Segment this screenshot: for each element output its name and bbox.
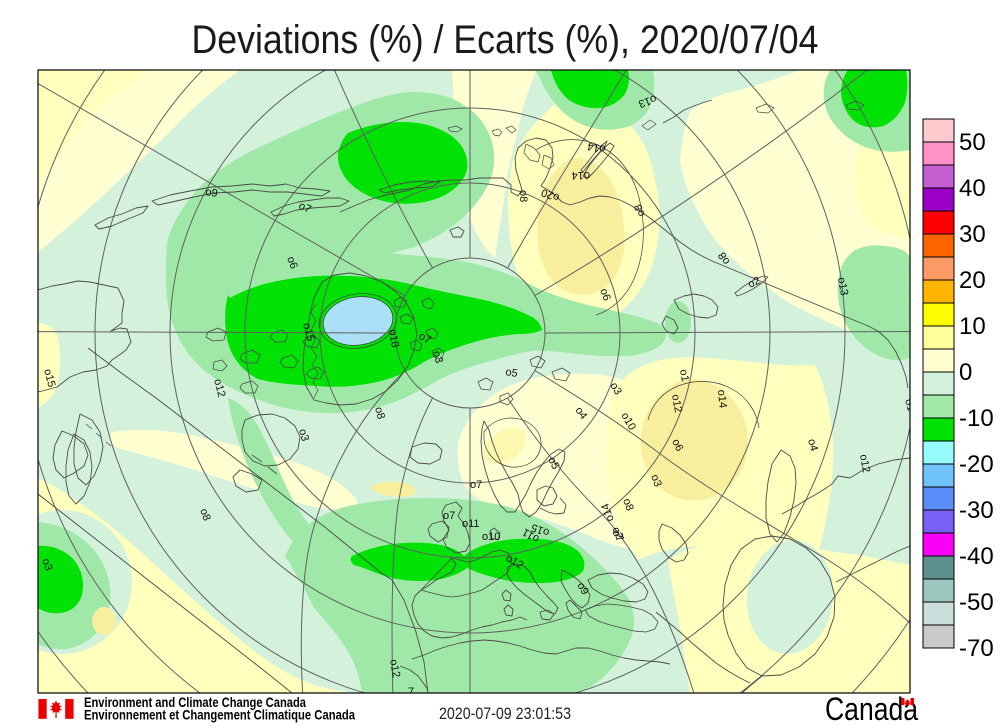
svg-text:o15: o15 (300, 322, 316, 343)
svg-text:o7: o7 (417, 330, 434, 347)
svg-text:o8: o8 (372, 406, 387, 421)
svg-text:o18: o18 (386, 328, 401, 348)
svg-text:0: 0 (959, 359, 972, 386)
svg-text:o8: o8 (197, 507, 212, 523)
svg-text:o2: o2 (609, 525, 625, 541)
svg-text:2020-07-09 23:01:53: 2020-07-09 23:01:53 (439, 704, 571, 723)
svg-text:o9: o9 (204, 186, 218, 200)
svg-text:o6: o6 (669, 437, 685, 453)
svg-text:o12: o12 (211, 378, 227, 399)
svg-text:Environnement et Changement Cl: Environnement et Changement Climatique C… (84, 708, 355, 723)
svg-text:o20: o20 (540, 186, 561, 204)
svg-text:Canada: Canada (825, 691, 918, 726)
svg-text:o3: o3 (648, 473, 663, 489)
svg-text:o7: o7 (609, 528, 626, 545)
svg-text:o8: o8 (620, 497, 635, 513)
svg-text:o13: o13 (637, 92, 658, 110)
svg-text:20: 20 (959, 267, 986, 294)
svg-text:50: 50 (959, 129, 986, 156)
svg-text:o6: o6 (597, 287, 612, 303)
svg-text:-70: -70 (959, 635, 994, 662)
svg-text:o3: o3 (296, 428, 311, 443)
svg-text:10: 10 (959, 313, 986, 340)
svg-text:o11: o11 (462, 518, 480, 530)
svg-text:o10: o10 (482, 531, 500, 543)
svg-text:o15: o15 (530, 521, 551, 539)
svg-text:o14: o14 (715, 389, 729, 408)
svg-text:o14: o14 (586, 140, 606, 155)
svg-text:o14: o14 (572, 169, 590, 181)
svg-text:Environment and Climate Change: Environment and Climate Change Canada (84, 695, 306, 710)
svg-text:o7: o7 (470, 479, 482, 491)
svg-text:Deviations (%) / Ecarts (%), 2: Deviations (%) / Ecarts (%), 2020/07/04 (192, 18, 819, 62)
svg-text:o8: o8 (632, 202, 647, 218)
svg-text:o12: o12 (387, 658, 402, 678)
svg-text:o4: o4 (805, 438, 820, 453)
svg-text:o12: o12 (669, 393, 684, 413)
svg-text:o8: o8 (517, 190, 529, 202)
svg-text:o14: o14 (599, 502, 617, 523)
svg-text:o3: o3 (39, 557, 54, 573)
svg-text:7: 7 (408, 686, 414, 698)
svg-text:o1: o1 (902, 398, 917, 413)
svg-text:o2: o2 (746, 275, 762, 291)
svg-text:o1: o1 (677, 368, 691, 382)
svg-text:o12: o12 (857, 453, 872, 473)
svg-text:o13: o13 (835, 276, 850, 296)
svg-text:-20: -20 (959, 451, 994, 478)
svg-text:o4: o4 (573, 405, 590, 422)
svg-text:40: 40 (959, 175, 986, 202)
svg-text:o6: o6 (284, 255, 299, 271)
svg-text:30: 30 (959, 221, 986, 248)
svg-text:o7: o7 (443, 510, 455, 522)
svg-text:-10: -10 (959, 405, 994, 432)
svg-text:o15: o15 (41, 368, 57, 389)
svg-text:o3: o3 (607, 381, 624, 398)
svg-text:-50: -50 (959, 589, 994, 616)
svg-text:o3: o3 (430, 350, 445, 365)
svg-text:-30: -30 (959, 497, 994, 524)
svg-text:o5: o5 (504, 366, 518, 380)
svg-text:o9: o9 (574, 581, 591, 598)
svg-text:o8: o8 (716, 250, 733, 267)
svg-text:o5: o5 (545, 455, 561, 471)
svg-text:o7: o7 (297, 200, 313, 216)
svg-text:-40: -40 (959, 543, 994, 570)
